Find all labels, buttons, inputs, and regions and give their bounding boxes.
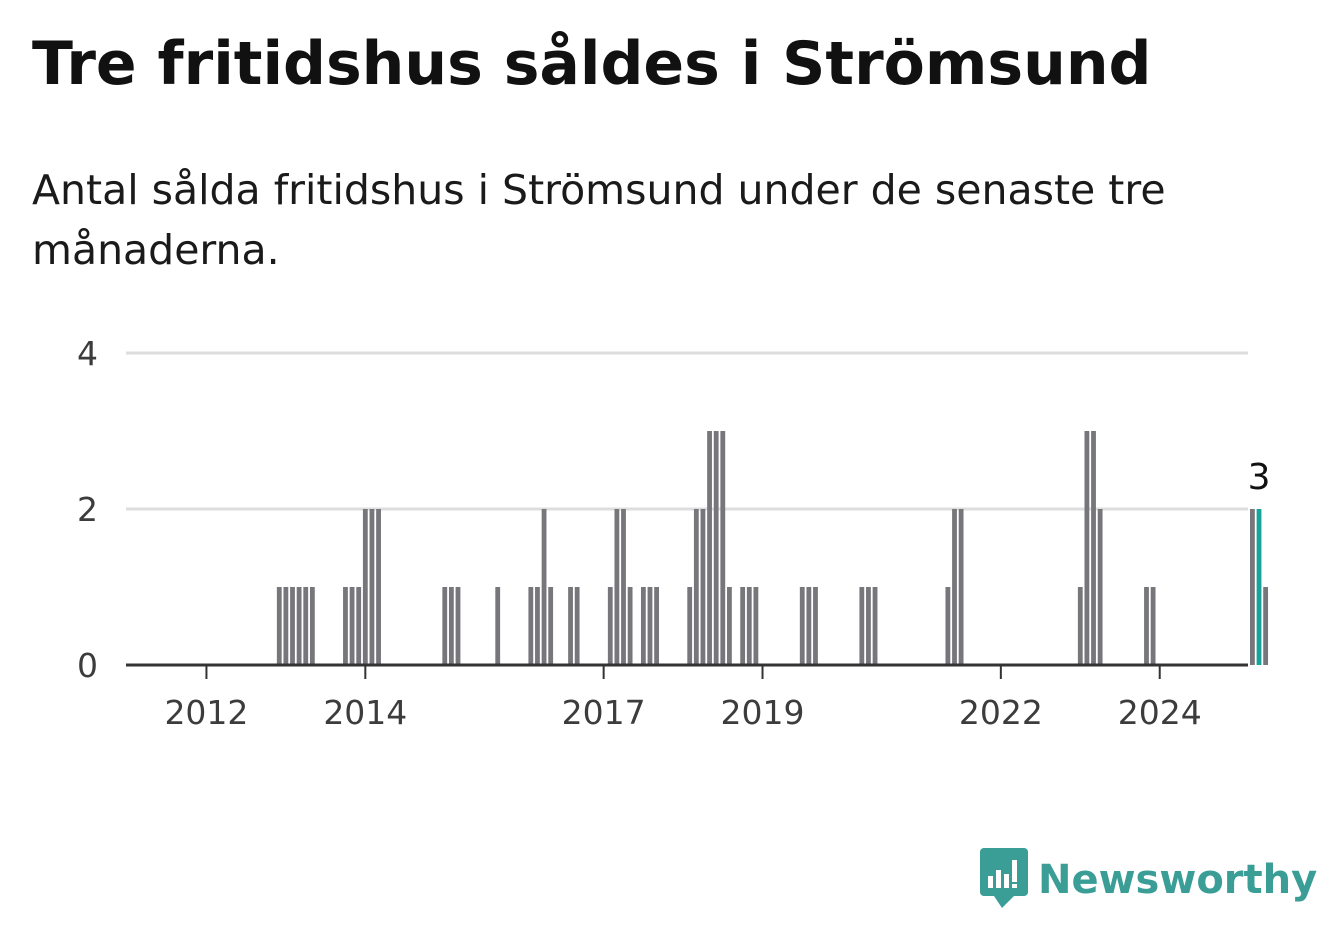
bar: [1097, 509, 1103, 665]
brand-name: Newsworthy: [1038, 857, 1318, 903]
bar: [614, 509, 620, 665]
x-tick-label: 2019: [721, 693, 805, 732]
bar: [740, 587, 746, 665]
bar: [799, 587, 805, 665]
bar: [1263, 587, 1269, 665]
bar: [276, 587, 282, 665]
bar: [1084, 431, 1090, 665]
bar-chart: 0 2 4 3 2012 2014 2017 2019 2022 2024: [77, 334, 1271, 732]
bar: [621, 509, 626, 665]
bar: [687, 587, 693, 665]
bar: [1091, 431, 1096, 665]
bar: [866, 587, 871, 665]
bar: [1150, 587, 1156, 665]
bar: [1077, 587, 1083, 665]
bar: [296, 587, 302, 665]
bar: [290, 587, 295, 665]
bar: [349, 587, 355, 665]
bar: [442, 587, 448, 665]
bar: [640, 587, 646, 665]
x-tick-label: 2014: [323, 693, 407, 732]
bar: [627, 587, 633, 665]
bar: [535, 587, 540, 665]
bar: [707, 431, 712, 665]
bar: [813, 587, 818, 665]
chart-title: Tre fritidshus såldes i Strömsund: [32, 29, 1152, 99]
bar: [309, 587, 315, 665]
bar: [945, 587, 951, 665]
bar: [952, 509, 957, 665]
bar: [495, 587, 501, 665]
highlighted-bar: [1256, 509, 1262, 665]
bar: [1144, 587, 1149, 665]
bar: [806, 587, 812, 665]
bar: [958, 509, 964, 665]
bar: [448, 587, 454, 665]
chart-subtitle: Antal sålda fritidshus i Strömsund under…: [32, 166, 1166, 274]
bar: [713, 431, 719, 665]
bar: [872, 587, 878, 665]
x-tick-label: 2024: [1118, 693, 1202, 732]
x-tick-label: 2017: [562, 693, 646, 732]
bar: [541, 509, 547, 665]
bar: [376, 509, 381, 665]
y-tick-label: 4: [77, 334, 98, 373]
bar: [568, 587, 573, 665]
bar: [356, 587, 362, 665]
bar: [283, 587, 289, 665]
bar: [746, 587, 752, 665]
bar: [548, 587, 554, 665]
bar: [303, 587, 309, 665]
bar: [720, 431, 726, 665]
y-tick-label: 0: [77, 646, 98, 685]
bar: [727, 587, 732, 665]
bar: [369, 509, 375, 665]
bar: [455, 587, 461, 665]
bar: [859, 587, 865, 665]
x-tick-label: 2012: [164, 693, 248, 732]
highlighted-value-label: 3: [1248, 457, 1271, 498]
bar: [343, 587, 348, 665]
bar: [528, 587, 534, 665]
bar: [647, 587, 653, 665]
bar: [753, 587, 759, 665]
bar: [654, 587, 659, 665]
bar-chart-speech-bubble-icon: [980, 848, 1028, 912]
bar: [693, 509, 699, 665]
x-tick-label: 2022: [959, 693, 1043, 732]
bar: [1250, 509, 1255, 665]
bar: [362, 509, 368, 665]
y-tick-label: 2: [77, 490, 98, 529]
bar: [607, 587, 613, 665]
newsworthy-brand: Newsworthy: [980, 848, 1317, 912]
bar: [574, 587, 580, 665]
bar: [700, 509, 706, 665]
